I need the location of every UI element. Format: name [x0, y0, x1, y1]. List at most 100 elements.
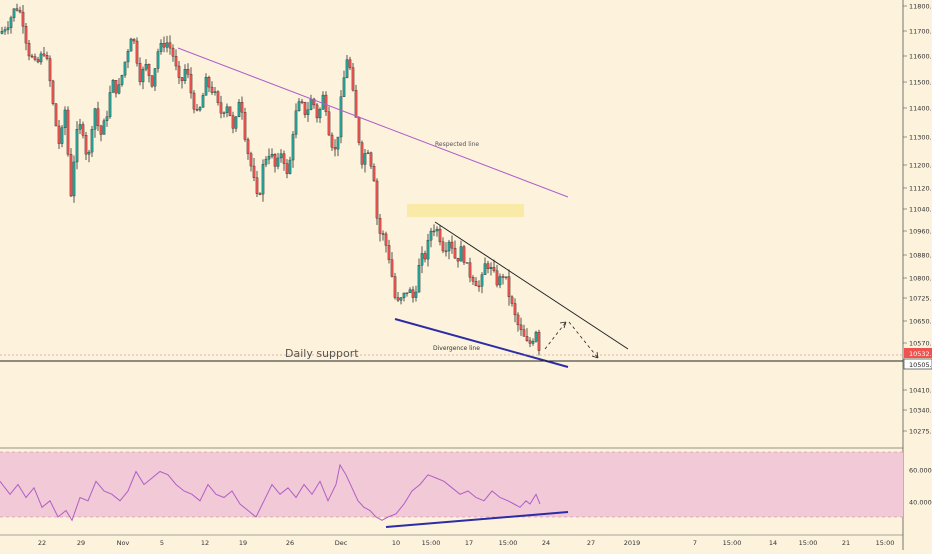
candle-down [192, 92, 196, 110]
candle-down [282, 153, 286, 164]
candle-up [183, 69, 187, 82]
candle-up [534, 331, 538, 342]
support-price-badge [903, 358, 932, 370]
candle-up [213, 91, 217, 93]
candle-down [174, 56, 178, 67]
candle-up [87, 151, 91, 155]
candle-up [9, 17, 13, 28]
candle-up [39, 53, 43, 63]
price-tick-label: 10570.0 [909, 340, 932, 348]
candle-down [360, 142, 364, 165]
wedge-upper-line[interactable] [434, 221, 629, 350]
candle-down [327, 111, 331, 136]
price-tick-label: 11600.0 [909, 53, 932, 61]
candle-up [60, 127, 64, 144]
candle-down [210, 86, 214, 93]
candle-up [222, 112, 226, 114]
rsi-band [0, 452, 903, 517]
daily-support-label: Daily support [285, 347, 359, 360]
candle-up [459, 246, 463, 262]
candle-up [0, 30, 4, 34]
candle-up [102, 120, 106, 135]
candle-down [96, 108, 100, 127]
candle-down [246, 139, 250, 154]
candle-down [180, 77, 184, 82]
candle-down [300, 101, 304, 103]
candle-up [489, 267, 493, 269]
divergence-line-label: Divergence line [433, 345, 480, 352]
candle-down [285, 163, 289, 174]
candle-down [84, 135, 88, 155]
divergence-price-line[interactable] [394, 318, 569, 368]
price-tick-label: 11700.0 [909, 28, 932, 36]
candle-up [264, 158, 268, 165]
candle-down [189, 74, 193, 94]
candle-down [444, 250, 448, 253]
price-tick-label: 10725.0 [909, 295, 932, 303]
candle-down [537, 331, 541, 351]
price-axis: 11800.0 11700.0 11600.0 11500.0 11400.0 11300… [903, 3, 932, 436]
candle-down [114, 80, 118, 94]
candle-down [138, 63, 142, 83]
candle-down [369, 152, 373, 167]
candle-down [354, 90, 358, 118]
candle-down [495, 270, 499, 286]
candle-up [531, 341, 535, 344]
candle-up [402, 292, 406, 298]
candle-up [447, 241, 451, 252]
candle-down [54, 103, 58, 127]
price-tick-label: 10880.0 [909, 252, 932, 260]
candle-down [501, 276, 505, 278]
candle-down [525, 336, 529, 341]
price-tick-label: 10275.0 [909, 428, 932, 436]
candle-up [201, 95, 205, 108]
candle-up [156, 51, 160, 69]
candle-down [390, 259, 394, 277]
time-tick-label: 7 [693, 539, 697, 547]
time-tick-label: 15:00 [799, 539, 818, 547]
candle-down [303, 102, 307, 115]
candle-down [252, 165, 256, 178]
candle-up [336, 136, 340, 150]
price-tick-label: 10410.0 [909, 387, 932, 395]
candle-down [255, 177, 259, 194]
candle-up [321, 94, 325, 110]
candle-down [315, 104, 319, 119]
candle-down [81, 124, 85, 136]
candle-down [69, 154, 73, 197]
time-tick-label: 12 [201, 539, 209, 547]
time-tick-label: 22 [38, 539, 46, 547]
candle-up [234, 116, 238, 129]
respected-trend-line[interactable] [177, 47, 569, 198]
time-tick-label: 5 [160, 539, 164, 547]
rsi-tick-label: 40.0000 [909, 499, 932, 507]
candle-up [435, 228, 439, 232]
candle-down [42, 53, 46, 56]
candle-down [135, 40, 139, 64]
time-tick-label: 24 [542, 539, 550, 547]
candle-down [441, 241, 445, 252]
candle-up [129, 38, 133, 52]
price-tick-label: 11040.0 [909, 206, 932, 214]
candle-down [381, 233, 385, 235]
candle-up [6, 27, 10, 30]
projection-up-arrowhead [559, 321, 567, 329]
candle-down [384, 233, 388, 246]
candle-down [15, 8, 19, 11]
candle-up [429, 230, 433, 241]
candle-up [141, 68, 145, 83]
candle-down [519, 324, 523, 330]
candle-up [291, 134, 295, 161]
candle-down [51, 80, 55, 104]
candle-down [312, 98, 316, 106]
candle-down [36, 59, 40, 63]
rsi-divergence-line[interactable] [385, 511, 569, 528]
candle-up [270, 154, 274, 157]
candle-down [357, 117, 361, 143]
candle-up [420, 253, 424, 266]
candle-down [240, 102, 244, 113]
rsi-tick-label: 60.0000 [909, 467, 932, 475]
candle-up [105, 116, 109, 121]
